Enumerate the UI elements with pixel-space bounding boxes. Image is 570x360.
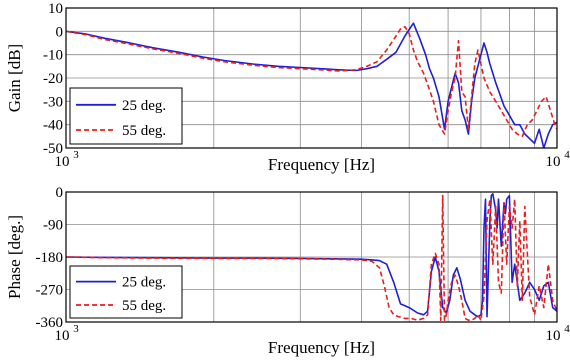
- gain-legend-label-55deg: 55 deg.: [122, 123, 166, 139]
- gain-x-axis-label: Frequency [Hz]: [268, 155, 375, 174]
- phase-y-ticks: 0 -90 -180 -270 -360: [36, 185, 64, 331]
- phase-y-tick-label: -360: [36, 315, 64, 331]
- gain-legend: 25 deg. 55 deg.: [69, 87, 183, 145]
- phase-plot-frame: [65, 191, 558, 323]
- gain-series-group: [66, 22, 557, 148]
- gain-x-tick-label: 10: [55, 154, 70, 170]
- phase-y-tick-label: 0: [56, 185, 64, 201]
- phase-y-tick-label: -180: [36, 250, 64, 266]
- gain-plot-frame: [65, 7, 558, 149]
- gain-legend-box: [69, 87, 183, 145]
- gain-y-axis-label: Gain [dB]: [5, 44, 24, 112]
- phase-x-axis-label: Frequency [Hz]: [268, 338, 375, 357]
- gain-x-ticks: 10 3 10 4: [55, 149, 570, 170]
- gain-y-tick-label: -30: [43, 94, 63, 110]
- phase-legend: 25 deg. 55 deg.: [69, 265, 183, 319]
- gain-y-tick-label: 10: [48, 1, 63, 17]
- gain-x-tick-label: 10: [546, 154, 561, 170]
- phase-y-tick-label: -270: [36, 283, 64, 299]
- gain-y-tick-label: -50: [43, 141, 63, 157]
- gain-series-25deg-line: [66, 22, 557, 148]
- phase-y-tick-label: -90: [43, 218, 63, 234]
- phase-x-tick-exponent: 4: [564, 323, 570, 335]
- phase-legend-box: [69, 265, 183, 319]
- gain-panel: 100-10-20-30-40-50 10 3 10 4 Frequency [Hz]…: [5, 1, 570, 174]
- gain-x-tick-exponent: 4: [564, 149, 570, 161]
- phase-x-tick-exponent: 3: [73, 323, 79, 335]
- phase-x-tick-label: 10: [546, 328, 561, 344]
- phase-x-tick-label: 10: [55, 328, 70, 344]
- phase-y-axis-label: Phase [deg.]: [5, 215, 24, 299]
- gain-y-tick-label: -40: [43, 118, 63, 134]
- phase-x-ticks: 10 3 10 4: [55, 323, 570, 344]
- phase-legend-label-25deg: 25 deg.: [122, 275, 166, 291]
- gain-legend-label-25deg: 25 deg.: [122, 98, 166, 114]
- phase-series-group: [66, 193, 557, 322]
- gain-x-tick-exponent: 3: [73, 149, 79, 161]
- phase-series-25deg-line: [66, 193, 557, 318]
- phase-panel: 0-90-180-270-360 10 3 10 4 Frequency [Hz] P…: [5, 185, 570, 357]
- gain-series-55deg-line: [66, 25, 557, 138]
- phase-legend-label-55deg: 55 deg.: [122, 298, 166, 314]
- gain-y-tick-label: -10: [43, 48, 63, 64]
- gain-y-tick-label: -20: [43, 71, 63, 87]
- phase-series-55deg-line: [66, 194, 557, 322]
- gain-y-tick-label: 0: [56, 24, 64, 40]
- gain-y-ticks: 10 0 -10 -20 -30 -40 -50: [43, 1, 63, 157]
